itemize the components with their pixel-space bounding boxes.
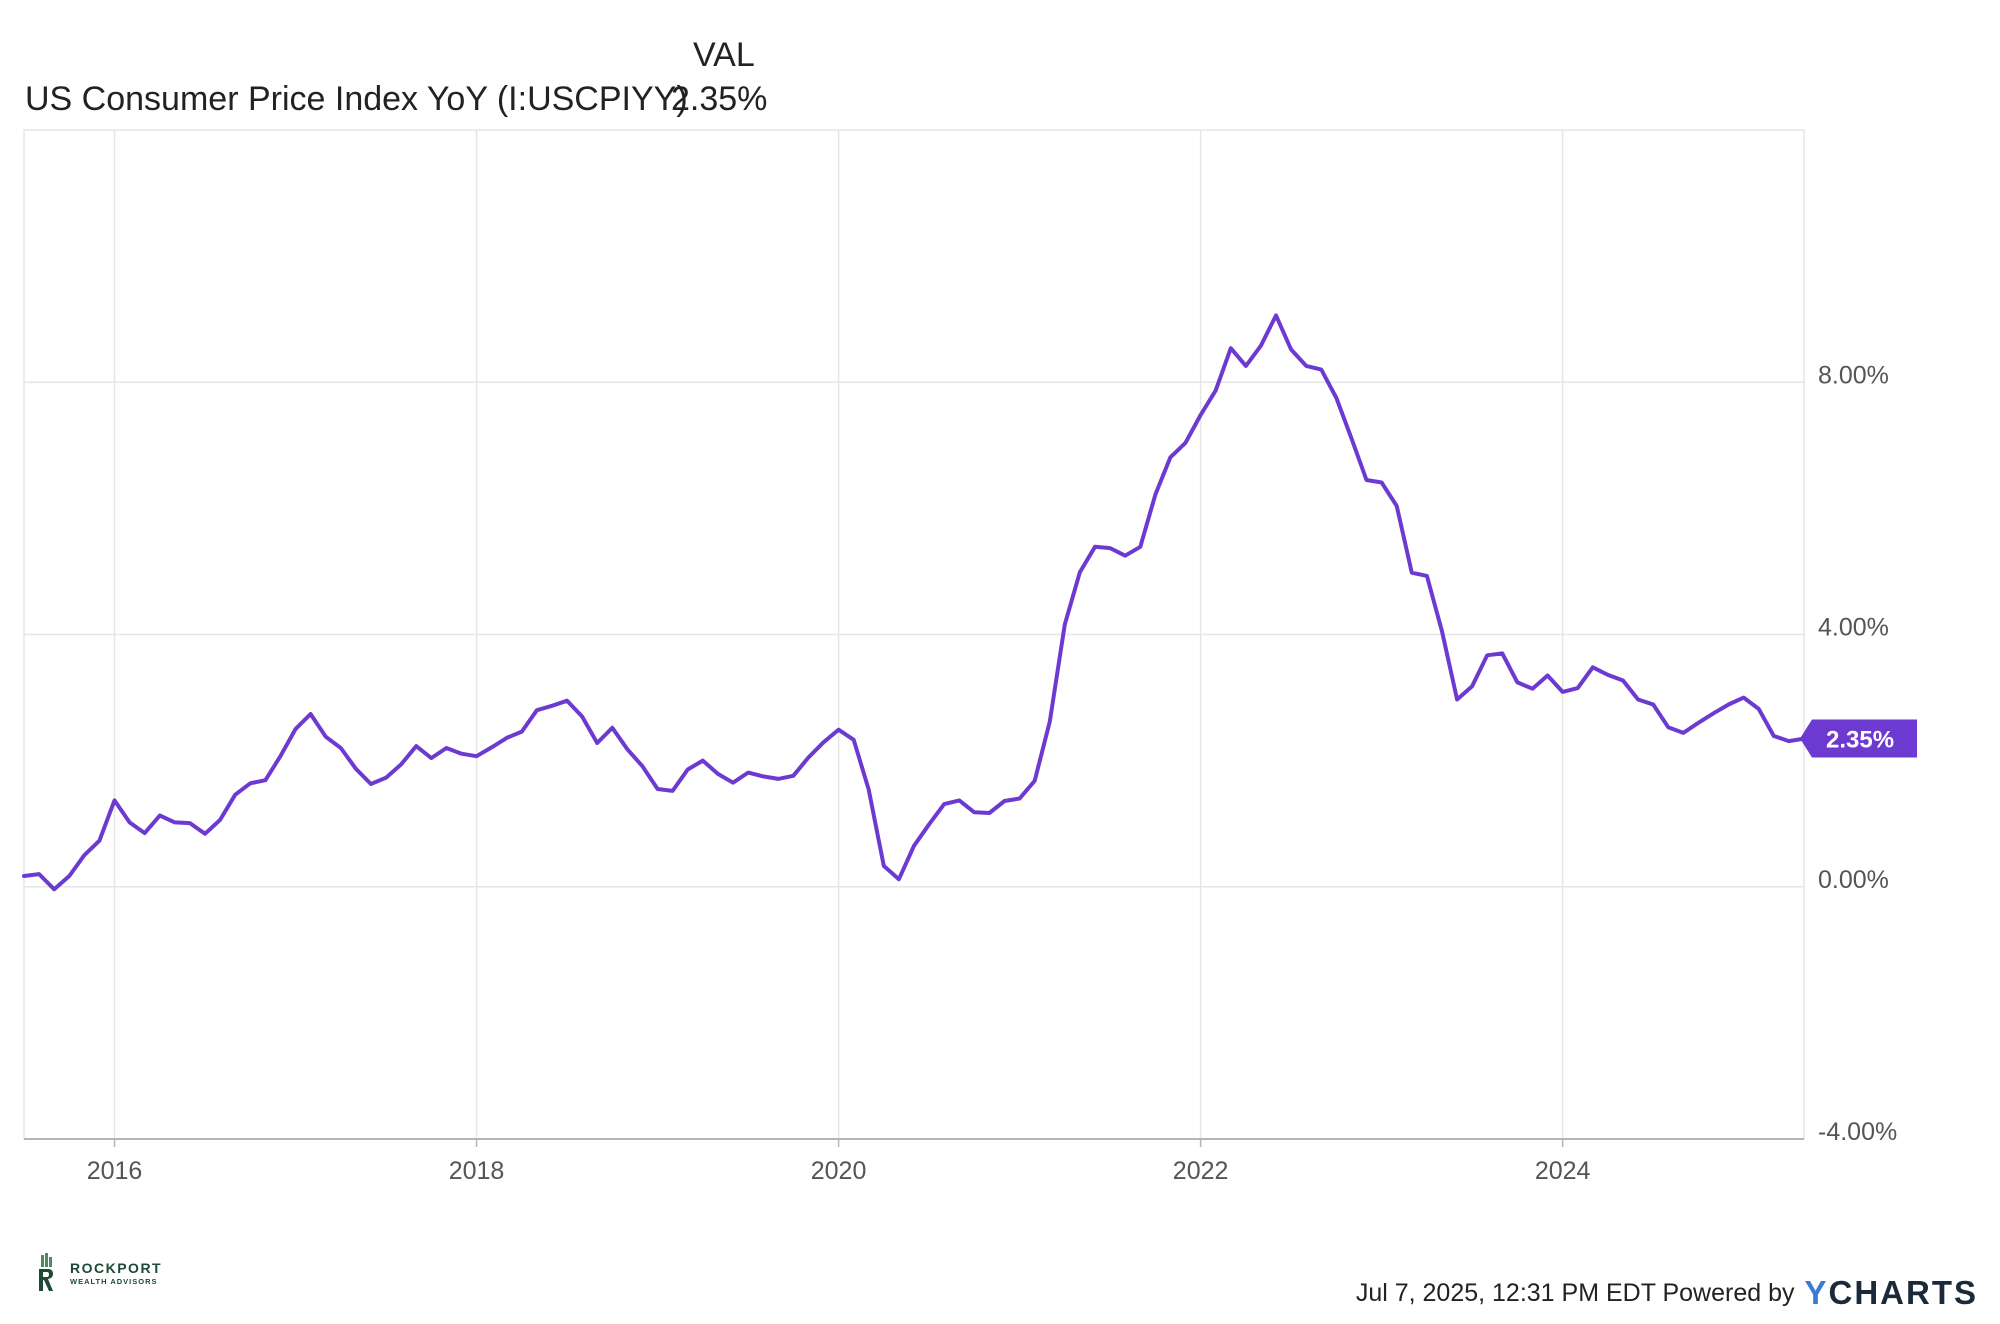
last-value-badge	[1800, 719, 1917, 758]
y-tick-label-0: 8.00%	[1818, 361, 1889, 389]
legend-column-header: VAL	[693, 36, 755, 74]
x-tick-label-2020: 2020	[811, 1157, 867, 1185]
last-value-label: 2.35%	[1800, 719, 1917, 758]
y-tick-label-3: -4.00%	[1818, 1118, 1897, 1146]
rockport-logo-brand: ROCKPORT	[70, 1260, 163, 1276]
ycharts-logo-y: Y	[1804, 1274, 1829, 1311]
last-value-text: 2.35%	[1826, 727, 1894, 754]
rockport-logo-sub: WEALTH ADVISORS	[70, 1277, 158, 1286]
x-tick-label-2018: 2018	[449, 1157, 505, 1185]
chart-legend: VAL US Consumer Price Index YoY (I:USCPI…	[25, 30, 768, 120]
x-tick-label-2024: 2024	[1535, 1157, 1591, 1185]
horizontal-gridlines	[24, 381, 1804, 888]
vertical-gridlines	[113, 130, 1564, 1147]
ycharts-logo-rest: CHARTS	[1828, 1274, 1978, 1311]
x-tick-label-2016: 2016	[87, 1157, 143, 1185]
rockport-logo-icon	[39, 1253, 53, 1291]
cpi-series-line[interactable]	[22, 313, 1806, 892]
ycharts-logo[interactable]: YCHARTS	[1804, 1274, 1978, 1312]
x-tick-labels: 2016 2018 2020 2022 2024	[87, 1157, 1591, 1185]
rockport-logo: ROCKPORT WEALTH ADVISORS	[36, 1253, 176, 1293]
legend-series-value: 2.35%	[671, 80, 768, 118]
footer-credit: Jul 7, 2025, 12:31 PM EDT Powered by YCH…	[1356, 1273, 1978, 1313]
legend-series-name[interactable]: US Consumer Price Index YoY (I:USCPIYY)	[25, 80, 688, 118]
y-tick-label-1: 4.00%	[1818, 614, 1889, 642]
y-tick-labels: 8.00% 4.00% 0.00% -4.00%	[1818, 361, 1897, 1146]
timestamp-text: Jul 7, 2025, 12:31 PM EDT Powered by	[1355, 1278, 1795, 1307]
y-tick-label-2: 0.00%	[1818, 866, 1889, 894]
x-tick-label-2022: 2022	[1173, 1157, 1229, 1185]
